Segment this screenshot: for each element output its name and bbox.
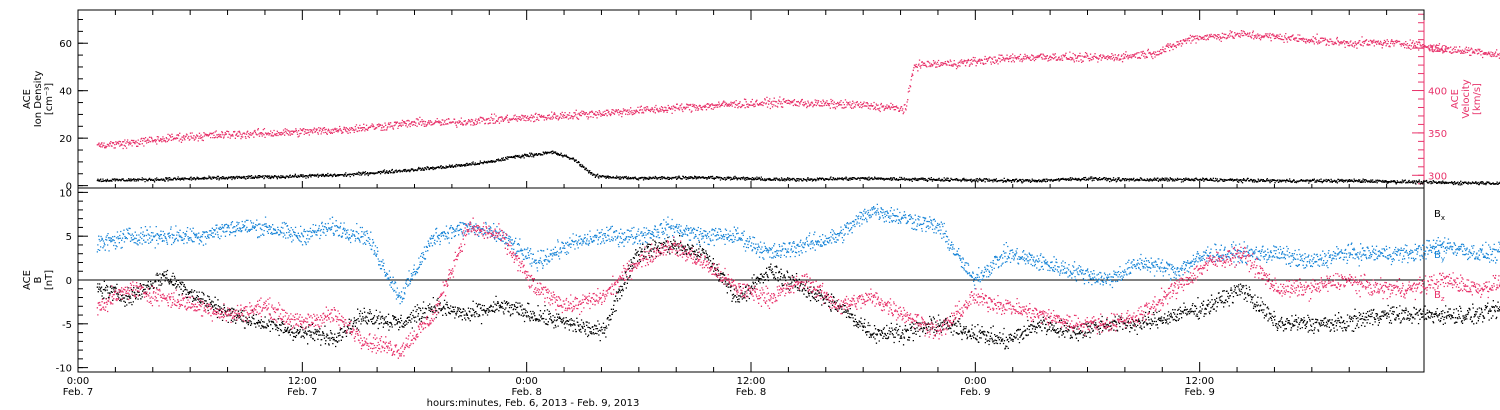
density-axis-title: ACE <box>22 89 33 109</box>
velocity-tick-label: 300 <box>1428 171 1447 182</box>
velocity-series <box>96 30 1500 150</box>
density-tick-label: 60 <box>59 39 72 50</box>
legend-by: By <box>1434 250 1445 263</box>
time-label: 0:00 <box>515 376 537 387</box>
field-tick-label: -5 <box>62 320 72 331</box>
field-tick-label: 5 <box>66 232 72 243</box>
velocity-axis-title: Velocity <box>1461 79 1472 118</box>
date-label: Feb. 8 <box>736 387 766 398</box>
field-tick-label: 10 <box>59 188 72 199</box>
time-axis-title: hours:minutes, Feb. 6, 2013 - Feb. 9, 20… <box>427 398 640 409</box>
velocity-axis-title: ACE <box>1450 89 1461 109</box>
field-tick-label: 0 <box>66 276 72 287</box>
field-axis-title: ACE <box>22 270 33 290</box>
time-label: 12:00 <box>1185 376 1214 387</box>
velocity-tick-label: 400 <box>1428 87 1447 98</box>
field-tick-label: -10 <box>56 364 72 375</box>
date-label: Feb. 9 <box>1184 387 1214 398</box>
density-axis-title: Ion Density <box>33 71 44 128</box>
legend-bz: Bz <box>1434 290 1445 303</box>
magnetic-field-panel: -10 -5 0 5 10 ACE B [nT] Bx By Bz <box>22 187 1500 375</box>
date-label: Feb. 9 <box>960 387 990 398</box>
density-tick-label: 0 <box>66 182 72 193</box>
density-tick-label: 40 <box>59 87 72 98</box>
time-label: 0:00 <box>964 376 986 387</box>
field-axis-title: B <box>33 276 44 283</box>
field-axis-title: [nT] <box>44 270 55 290</box>
density-tick-label: 20 <box>59 134 72 145</box>
date-label: Feb. 7 <box>63 387 93 398</box>
date-label: Feb. 8 <box>511 387 541 398</box>
legend-bx: Bx <box>1434 209 1445 222</box>
field-series-bz <box>96 217 1500 359</box>
velocity-axis-title: [km/s] <box>1472 83 1483 115</box>
date-label: Feb. 7 <box>287 387 317 398</box>
time-label: 12:00 <box>737 376 766 387</box>
density-axis-title: [cm⁻³] <box>44 83 55 115</box>
density-series <box>96 150 1500 186</box>
time-label: 12:00 <box>288 376 317 387</box>
field-series-by <box>96 203 1500 305</box>
field-series-bx <box>96 235 1500 350</box>
panel-1-frame <box>77 9 1425 189</box>
time-label: 0:00 <box>67 376 89 387</box>
velocity-tick-label: 350 <box>1428 129 1447 140</box>
